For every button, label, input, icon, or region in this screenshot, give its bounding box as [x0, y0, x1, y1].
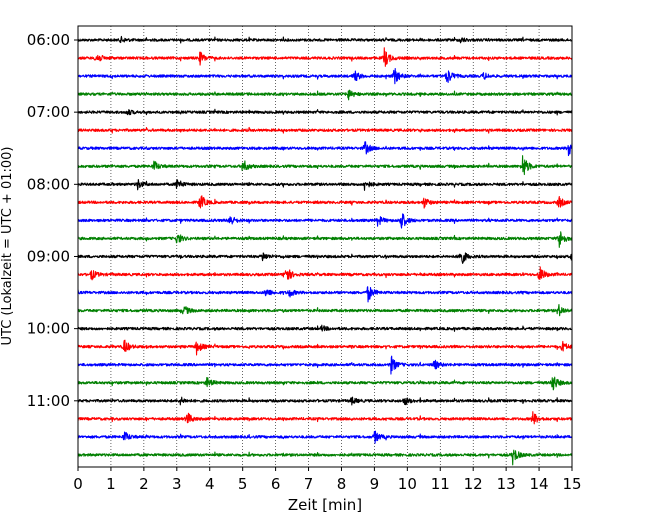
y-tick-label: 07:00 — [27, 103, 70, 121]
x-tick-label: 8 — [337, 475, 347, 493]
x-tick-label: 9 — [370, 475, 380, 493]
seismic-trace — [77, 430, 573, 444]
x-tick-label: 11 — [431, 475, 450, 493]
seismic-trace — [77, 67, 573, 85]
seismic-trace — [77, 155, 573, 176]
seismic-trace — [77, 126, 573, 134]
y-tick-label: 09:00 — [27, 247, 70, 265]
seismic-trace — [77, 89, 573, 101]
seismic-trace — [77, 376, 573, 391]
seismic-trace — [77, 47, 573, 67]
y-tick-label: 06:00 — [27, 31, 70, 49]
seismic-trace — [77, 411, 573, 425]
trace-layer — [77, 35, 573, 466]
x-tick-label: 1 — [106, 475, 116, 493]
seismic-trace — [77, 449, 573, 466]
x-tick-label: 12 — [464, 475, 483, 493]
seismic-trace — [77, 339, 573, 356]
seismic-trace — [77, 231, 573, 248]
x-tick-label: 10 — [398, 475, 417, 493]
seismic-trace — [77, 141, 573, 157]
seismic-trace — [77, 304, 573, 317]
y-tick-label: 11:00 — [27, 392, 70, 410]
seismic-trace — [77, 108, 573, 116]
y-axis: 06:00 07:00 08:00 09:00 10:00 11:00 — [27, 31, 78, 410]
x-tick-label: 0 — [73, 475, 83, 493]
plot-frame — [77, 25, 573, 468]
x-tick-label: 13 — [497, 475, 516, 493]
x-tick-label: 4 — [205, 475, 215, 493]
seismic-trace — [77, 355, 573, 375]
x-tick-label: 3 — [172, 475, 182, 493]
seismic-trace — [77, 179, 573, 191]
seismic-trace — [77, 35, 573, 44]
y-axis-label: UTC (Lokalzeit = UTC + 01:00) — [0, 147, 15, 346]
x-tick-label: 6 — [271, 475, 281, 493]
x-tick-label: 2 — [139, 475, 149, 493]
seismic-trace — [77, 195, 573, 209]
seismic-trace — [77, 396, 573, 406]
x-tick-label: 15 — [562, 475, 581, 493]
y-tick-label: 10:00 — [27, 320, 70, 338]
seismic-trace — [77, 266, 573, 281]
y-tick-label: 08:00 — [27, 175, 70, 193]
seismic-trace — [77, 213, 573, 229]
x-tick-label: 14 — [530, 475, 549, 493]
x-axis: 0 1 2 3 4 5 6 7 8 9 10 11 12 13 14 15 — [73, 467, 582, 493]
seismic-trace — [77, 286, 573, 303]
x-axis-label: Zeit [min] — [288, 496, 362, 514]
x-tick-label: 7 — [304, 475, 314, 493]
x-tick-label: 5 — [238, 475, 248, 493]
seismic-trace — [77, 252, 573, 264]
seismic-trace — [77, 324, 573, 332]
